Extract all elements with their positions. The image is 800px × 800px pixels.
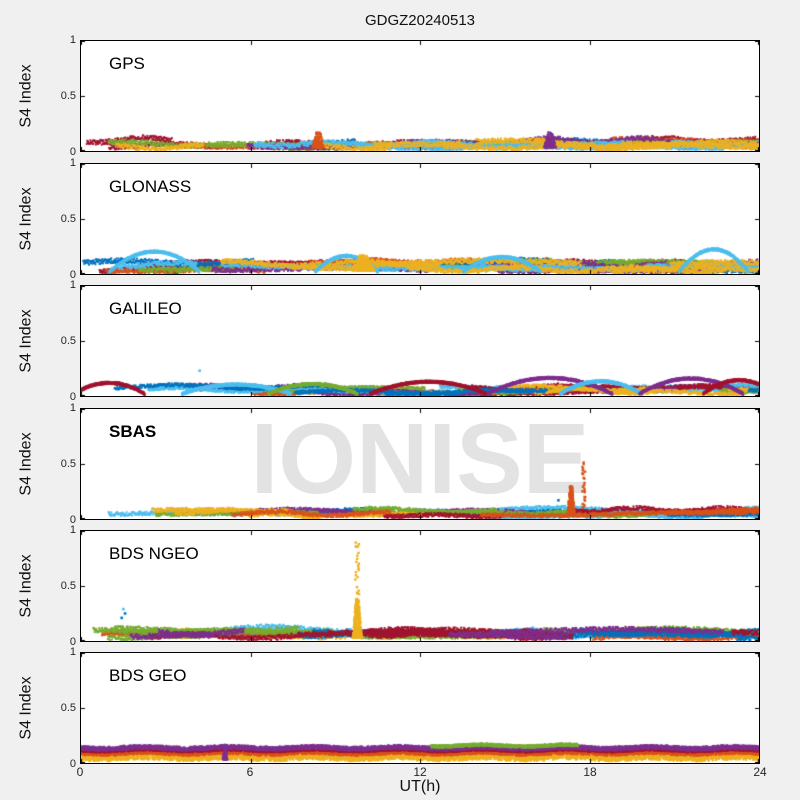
- y-axis-label: S4 Index: [18, 187, 35, 251]
- y-axis-label: S4 Index: [18, 64, 35, 128]
- scatter-plot-canvas: [81, 286, 759, 396]
- y-tick-label: 0.5: [60, 90, 76, 102]
- constellation-label: GALILEO: [109, 299, 182, 318]
- x-tick-label: 0: [76, 765, 84, 779]
- y-axis-label: S4 Index: [18, 309, 35, 373]
- scatter-plot-canvas: [81, 41, 759, 151]
- y-axis-label: S4 Index: [18, 676, 35, 740]
- y-tick-label: 0: [69, 391, 76, 403]
- scatter-plot-canvas: [81, 653, 759, 763]
- x-tick-label: 24: [753, 765, 767, 779]
- y-tick-label: 0: [69, 514, 76, 526]
- y-tick-label: 1: [69, 34, 76, 46]
- y-tick-label: 0.5: [60, 213, 76, 225]
- y-tick-label: 0: [69, 269, 76, 281]
- scatter-plot-canvas: [81, 409, 759, 519]
- constellation-label: SBAS: [109, 422, 157, 441]
- y-tick-label: 0: [69, 146, 76, 158]
- y-tick-label: 0.5: [60, 458, 76, 470]
- subplot-galileo: GALILEO: [80, 285, 760, 397]
- scatter-plot-canvas: [81, 531, 759, 641]
- x-tick-label: 12: [413, 765, 427, 779]
- scatter-plot-canvas: [81, 164, 759, 274]
- y-axis-label: S4 Index: [18, 554, 35, 618]
- y-tick-label: 0.5: [60, 335, 76, 347]
- constellation-label: GLONASS: [109, 177, 192, 196]
- constellation-label: GPS: [109, 54, 145, 73]
- y-tick-label: 0.5: [60, 580, 76, 592]
- y-tick-label: 1: [69, 157, 76, 169]
- subplot-sbas: IONISE SBAS: [80, 408, 760, 520]
- subplot-gps: GPS: [80, 40, 760, 152]
- x-axis-label: UT(h): [399, 778, 441, 795]
- y-tick-label: 1: [69, 279, 76, 291]
- y-axis-label: S4 Index: [18, 432, 35, 496]
- constellation-label: BDS NGEO: [109, 544, 199, 563]
- constellation-label: BDS GEO: [109, 666, 187, 685]
- subplot-bds-ngeo: BDS NGEO: [80, 530, 760, 642]
- y-tick-label: 0: [69, 758, 76, 770]
- y-tick-label: 1: [69, 402, 76, 414]
- subplot-glonass: GLONASS: [80, 163, 760, 275]
- x-tick-label: 6: [246, 765, 254, 779]
- y-tick-label: 0.5: [60, 702, 76, 714]
- subplot-bds-geo: BDS GEO: [80, 652, 760, 764]
- y-tick-label: 1: [69, 524, 76, 536]
- y-tick-label: 1: [69, 646, 76, 658]
- y-tick-label: 0: [69, 636, 76, 648]
- x-tick-label: 18: [583, 765, 597, 779]
- figure-title: GDGZ20240513: [364, 12, 476, 29]
